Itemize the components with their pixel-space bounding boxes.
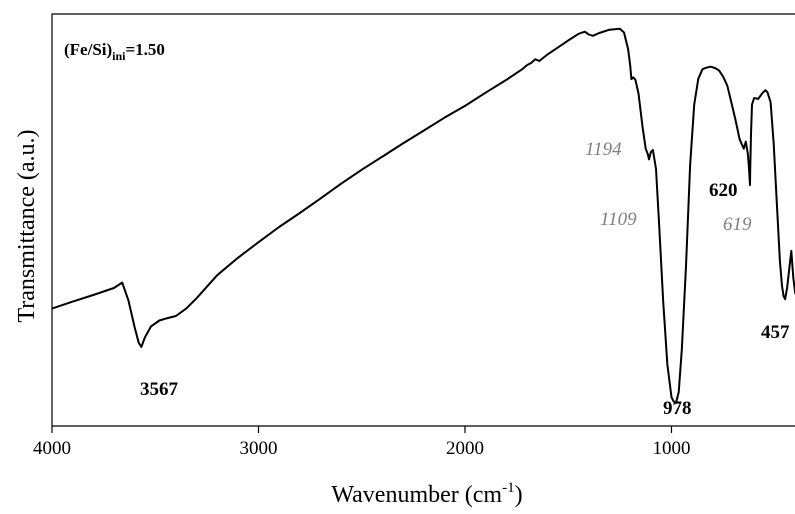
- peak-label-457: 457: [761, 322, 790, 343]
- x-tick-label-2000: 2000: [446, 438, 484, 459]
- peak-label-978: 978: [663, 398, 692, 419]
- peak-label-620: 620: [709, 180, 738, 201]
- y-axis-title: Transmittance (a.u.): [14, 129, 40, 322]
- peak-label-619: 619: [723, 214, 752, 235]
- chart-marks: 4000 3000 2000 1000: [33, 13, 795, 459]
- x-tick-label-1000: 1000: [653, 438, 691, 459]
- x-tick-label-3000: 3000: [240, 438, 278, 459]
- x-tick-label-4000: 4000: [33, 438, 71, 459]
- peak-label-3567: 3567: [140, 379, 179, 400]
- sample-label: (Fe/Si)ini=1.50: [64, 40, 165, 63]
- peak-label-1194: 1194: [585, 139, 622, 160]
- peak-label-1109: 1109: [600, 209, 637, 230]
- series-line-0: [51, 27, 795, 404]
- x-axis-title: Wavenumber (cm-1): [331, 480, 522, 508]
- plot-frame: [51, 13, 795, 427]
